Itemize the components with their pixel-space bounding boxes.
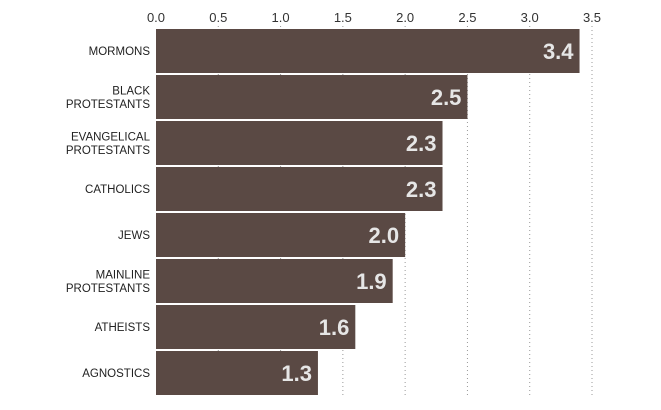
bars-layer <box>156 29 580 395</box>
bar <box>156 167 443 211</box>
category-label: BLACK PROTESTANTS <box>66 85 150 111</box>
category-label: JEWS <box>118 230 150 242</box>
category-label: ATHEISTS <box>95 322 151 334</box>
x-tick-label: 3.0 <box>521 10 539 25</box>
x-tick-label: 1.0 <box>272 10 290 25</box>
value-label: 3.4 <box>543 39 574 64</box>
value-label: 2.0 <box>369 223 400 248</box>
category-labels: MORMONS BLACK PROTESTANTS EVANGELICAL PROTES… <box>66 46 151 380</box>
value-label: 2.5 <box>431 85 462 110</box>
bar <box>156 121 443 165</box>
x-tick-label: 3.5 <box>583 10 601 25</box>
category-label: MAINLINE PROTESTANTS <box>66 269 150 295</box>
x-tick-label: 0.5 <box>209 10 227 25</box>
bar <box>156 351 318 395</box>
value-label: 2.3 <box>406 177 437 202</box>
x-tick-label: 0.0 <box>147 10 165 25</box>
value-label: 1.9 <box>356 269 387 294</box>
bar <box>156 29 580 73</box>
category-label: CATHOLICS <box>85 184 150 196</box>
value-label: 2.3 <box>406 131 437 156</box>
x-tick-label: 2.5 <box>458 10 476 25</box>
category-label: EVANGELICAL PROTESTANTS <box>66 131 151 157</box>
x-axis-ticks: 0.0 0.5 1.0 1.5 2.0 2.5 3.0 3.5 <box>147 10 601 25</box>
bar <box>156 213 406 257</box>
category-label: AGNOSTICS <box>82 368 150 380</box>
category-label: MORMONS <box>89 46 151 58</box>
bar <box>156 75 468 119</box>
x-tick-label: 1.5 <box>334 10 352 25</box>
value-label: 1.6 <box>319 315 350 340</box>
value-labels: 3.42.52.32.32.01.91.61.3 <box>281 39 574 386</box>
value-label: 1.3 <box>281 361 312 386</box>
bar <box>156 259 393 303</box>
x-tick-label: 2.0 <box>396 10 414 25</box>
bar <box>156 305 356 349</box>
